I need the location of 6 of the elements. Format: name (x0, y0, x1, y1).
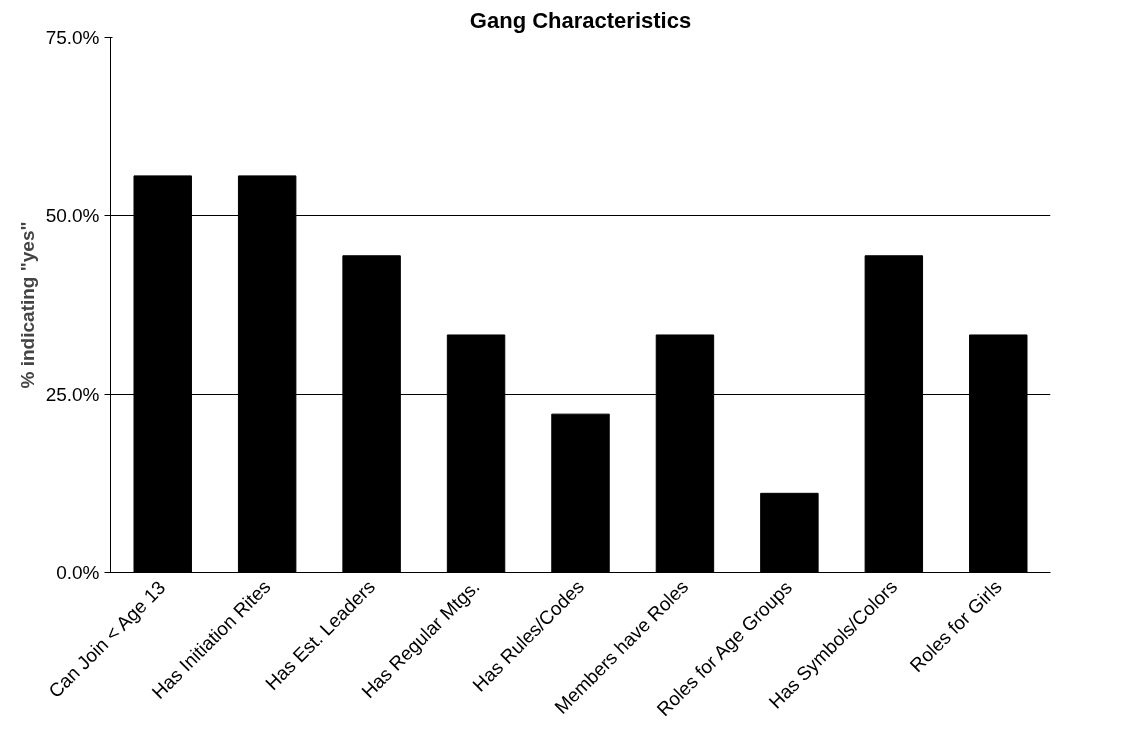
y-axis-title: % indicating "yes" (16, 221, 38, 389)
y-tick-label: 75.0% (45, 27, 100, 48)
y-tick-label: 25.0% (45, 383, 100, 405)
y-tick-label: 50.0% (45, 205, 100, 227)
chart-title: Gang Characteristics (469, 7, 692, 33)
y-tick-label: 0.0% (56, 562, 100, 583)
